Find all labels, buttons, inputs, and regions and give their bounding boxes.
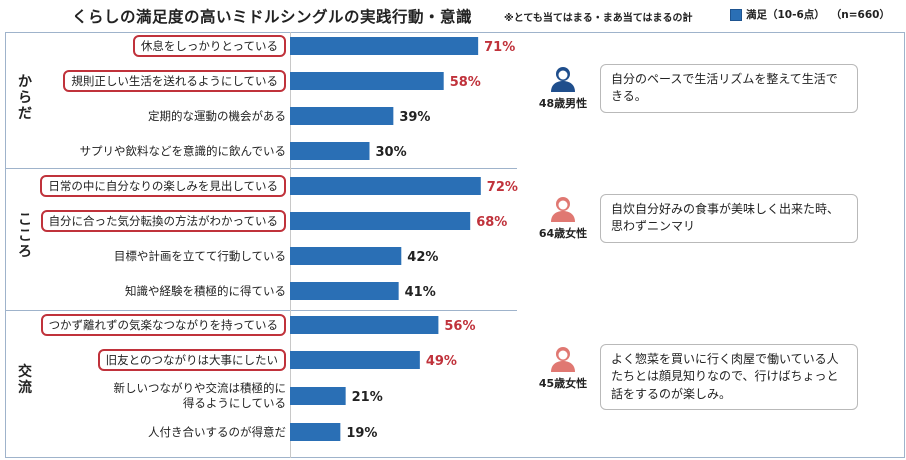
bar [290, 247, 402, 265]
legend-label: 満足（10-6点） [746, 9, 825, 21]
data-label: 56% [444, 319, 475, 334]
woman-icon [551, 347, 575, 372]
man-icon [551, 67, 575, 92]
data-label: 39% [399, 110, 430, 125]
category-label: 休息をしっかりとっている [132, 34, 286, 58]
legend-sample-size: （n=660） [830, 9, 890, 21]
quote-bubble: よく惣菜を買いに行く肉屋で働いている人たちとは顔見知りなので、行けばちょっと話を… [600, 344, 858, 411]
quote-bubble: 自炊自分好みの食事が美味しく出来た時、思わずニンマリ [600, 194, 858, 243]
data-label: 42% [407, 250, 438, 265]
data-label: 72% [487, 180, 518, 195]
category-label: 日常の中に自分なりの楽しみを見出している [40, 174, 286, 198]
bar [290, 107, 394, 125]
woman-icon [551, 197, 575, 222]
chart-frame [5, 32, 905, 458]
category-label: 新しいつながりや交流は積極的に 得るようにしている [113, 381, 287, 410]
data-label: 41% [405, 285, 436, 300]
category-label: 目標や計画を立てて行動している [113, 248, 286, 263]
data-label: 58% [450, 75, 481, 90]
data-label: 49% [426, 354, 457, 369]
bar [290, 387, 346, 405]
category-label: サプリや飲料などを意識的に飲んでいる [79, 143, 286, 158]
bar [290, 351, 420, 369]
person-label: 48歳男性 [538, 97, 588, 110]
bar [290, 37, 479, 55]
quote-bubble: 自分のペースで生活リズムを整えて生活できる。 [600, 64, 858, 113]
legend: 満足（10-6点） （n=660） [730, 7, 890, 22]
group-divider [5, 310, 517, 311]
person-label: 64歳女性 [538, 227, 588, 240]
group-label-mind: こころ [18, 212, 32, 261]
bar [290, 177, 481, 195]
data-label: 68% [476, 215, 507, 230]
category-label: つかず離れずの気楽なつながりを持っている [40, 313, 286, 337]
person-2: 45歳女性 [534, 344, 592, 391]
legend-swatch [730, 8, 742, 21]
data-label: 21% [352, 390, 383, 405]
value-axis-baseline [290, 32, 291, 458]
category-label: 規則正しい生活を送れるようにしている [63, 69, 286, 93]
bar [290, 282, 399, 300]
category-label: 旧友とのつながりは大事にしたい [97, 348, 286, 372]
category-label: 自分に合った気分転換の方法がわかっている [40, 209, 286, 233]
data-label: 30% [376, 145, 407, 160]
data-label: 19% [346, 426, 377, 441]
group-label-social: 交流 [18, 364, 32, 397]
person-0: 48歳男性 [534, 64, 592, 111]
data-label: 71% [484, 40, 515, 55]
person-label: 45歳女性 [538, 377, 588, 390]
survey-note: ※とても当てはまる・まあ当てはまるの計 [504, 13, 693, 24]
category-label: 定期的な運動の機会がある [148, 108, 286, 123]
bar [290, 423, 341, 441]
bar [290, 316, 439, 334]
bar [290, 72, 444, 90]
person-1: 64歳女性 [534, 194, 592, 241]
category-label: 人付き合いするのが得意だ [148, 424, 286, 439]
group-label-body: からだ [18, 74, 32, 123]
group-divider [5, 168, 517, 169]
chart-title: くらしの満足度の高いミドルシングルの実践行動・意識 [72, 8, 473, 26]
bar [290, 142, 370, 160]
category-label: 知識や経験を積極的に得ている [125, 283, 286, 298]
bar [290, 212, 471, 230]
